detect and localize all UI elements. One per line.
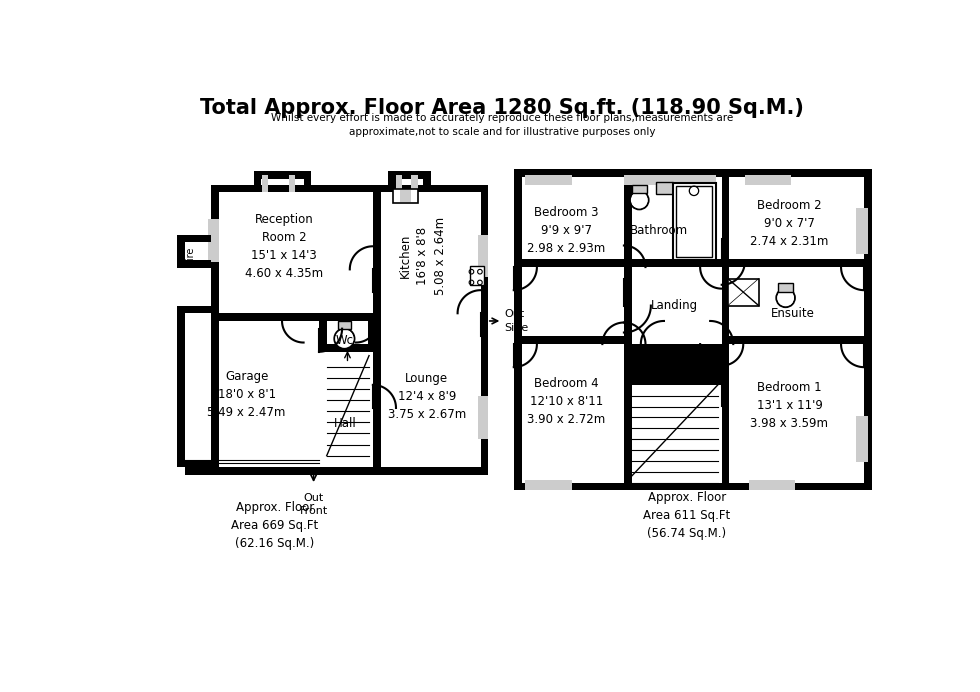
Bar [219, 192, 373, 313]
Bar [525, 480, 571, 491]
Bar [624, 267, 632, 344]
Bar [477, 235, 488, 277]
Bar [185, 321, 319, 459]
Bar [396, 176, 402, 192]
Bar [749, 480, 795, 491]
Circle shape [691, 188, 697, 194]
Bar [304, 171, 312, 192]
Bar [208, 219, 219, 262]
Bar [624, 260, 721, 267]
Bar [624, 344, 721, 385]
Bar [624, 174, 716, 185]
Bar [676, 186, 712, 257]
Text: Fire: Fire [185, 247, 195, 264]
Bar [368, 313, 375, 352]
Text: Landing: Landing [651, 299, 699, 312]
Bar [185, 467, 319, 475]
Bar [632, 185, 647, 193]
Bar [177, 235, 212, 242]
Bar [212, 185, 219, 475]
Bar [212, 467, 488, 475]
Bar [338, 321, 351, 329]
Text: Bathroom: Bathroom [630, 224, 688, 237]
Bar [380, 321, 481, 459]
Bar [624, 170, 632, 267]
Bar [745, 174, 791, 185]
Bar [319, 344, 375, 352]
Bar [177, 260, 212, 268]
Bar [212, 185, 488, 192]
Bar [721, 260, 868, 267]
Text: Reception
Room 2
15'1 x 14'3
4.60 x 4.35m: Reception Room 2 15'1 x 14'3 4.60 x 4.35… [245, 212, 323, 280]
Circle shape [632, 192, 647, 208]
Bar [481, 185, 488, 475]
Bar [857, 208, 868, 254]
Text: Garage
18'0 x 8'1
5.49 x 2.47m: Garage 18'0 x 8'1 5.49 x 2.47m [208, 370, 286, 419]
Bar [412, 176, 417, 192]
Text: Wc: Wc [335, 334, 354, 347]
Text: Bedroom 2
9'0 x 7'7
2.74 x 2.31m: Bedroom 2 9'0 x 7'7 2.74 x 2.31m [751, 199, 829, 248]
Bar [673, 183, 715, 260]
Text: Kitchen
16'8 x 8'8
5.08 x 2.64m: Kitchen 16'8 x 8'8 5.08 x 2.64m [399, 217, 448, 295]
Bar [857, 416, 868, 462]
Bar [514, 170, 864, 177]
Text: Approx. Floor
Area 611 Sq.Ft
(56.74 Sq.M.): Approx. Floor Area 611 Sq.Ft (56.74 Sq.M… [644, 491, 731, 540]
Bar [380, 192, 481, 313]
Bar [400, 190, 411, 202]
Bar [177, 235, 185, 268]
Bar [373, 185, 380, 321]
Bar [624, 342, 632, 491]
Bar [326, 313, 380, 321]
Circle shape [336, 330, 353, 347]
Bar [319, 306, 380, 329]
Bar [721, 170, 729, 491]
Bar [657, 183, 673, 194]
Bar [514, 260, 625, 267]
Bar [177, 459, 219, 467]
Text: Approx. Floor
Area 669 Sq.Ft
(62.16 Sq.M.): Approx. Floor Area 669 Sq.Ft (62.16 Sq.M… [231, 500, 318, 549]
Text: Lounge
12'4 x 8'9
3.75 x 2.67m: Lounge 12'4 x 8'9 3.75 x 2.67m [388, 372, 466, 421]
Text: Bedroom 4
12'10 x 8'11
3.90 x 2.72m: Bedroom 4 12'10 x 8'11 3.90 x 2.72m [527, 377, 606, 426]
Text: Ensuite: Ensuite [771, 307, 815, 320]
Bar [514, 170, 521, 491]
Bar [470, 266, 484, 285]
Bar [177, 306, 219, 313]
Bar [388, 171, 430, 179]
Text: Out
Side: Out Side [505, 309, 529, 333]
Bar [326, 321, 380, 459]
Text: Total Approx. Floor Area 1280 Sq.ft. (118.90 Sq.M.): Total Approx. Floor Area 1280 Sq.ft. (11… [200, 98, 805, 118]
Bar [728, 279, 759, 306]
Bar [177, 306, 185, 467]
Bar [864, 170, 872, 491]
Bar [319, 313, 326, 352]
Bar [477, 397, 488, 439]
Bar [514, 336, 625, 344]
Bar [525, 174, 571, 185]
Bar [373, 313, 380, 475]
Text: Bedroom 1
13'1 x 11'9
3.98 x 3.59m: Bedroom 1 13'1 x 11'9 3.98 x 3.59m [751, 381, 828, 430]
Bar [778, 283, 794, 292]
Bar [254, 171, 262, 192]
Circle shape [778, 290, 794, 306]
Bar [262, 176, 269, 192]
Bar [388, 171, 396, 192]
Text: Hall: Hall [334, 417, 357, 430]
Bar [289, 176, 295, 192]
Bar [393, 190, 417, 203]
Bar [423, 171, 430, 192]
Bar [514, 483, 864, 491]
Text: Bedroom 3
9'9 x 9'7
2.98 x 2.93m: Bedroom 3 9'9 x 9'7 2.98 x 2.93m [527, 206, 606, 255]
Text: Out
Front: Out Front [300, 493, 327, 516]
Bar [721, 336, 868, 344]
Text: Whilst every effort is made to accurately reproduce these floor plans,measuremen: Whilst every effort is made to accuratel… [271, 113, 733, 137]
Bar [212, 313, 380, 321]
Bar [254, 171, 312, 179]
